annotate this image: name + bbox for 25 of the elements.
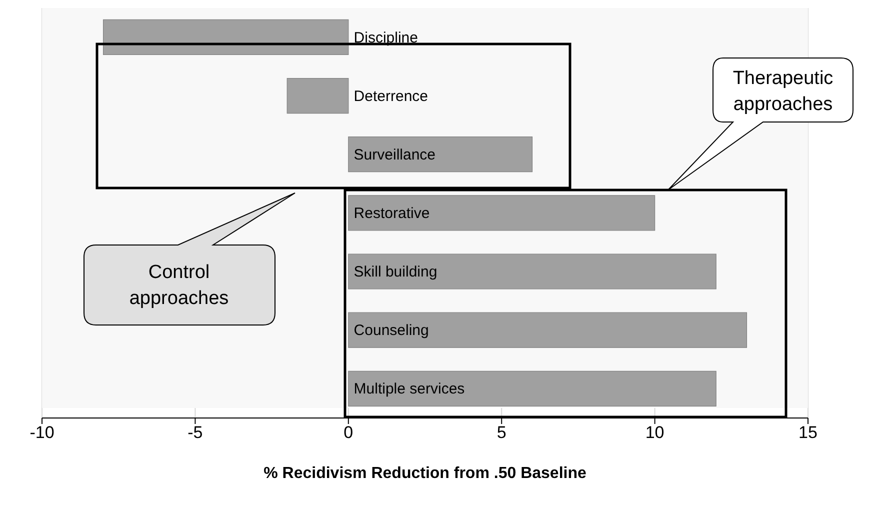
annotation: Therapeutic approaches: [732, 68, 834, 115]
y-tick-label: Skill building: [354, 264, 438, 281]
x-tick-label: 5: [496, 423, 506, 442]
y-tick-label: Surveillance: [354, 146, 436, 164]
y-tick-label: Deterrence: [354, 88, 428, 105]
x-tick-label: -10: [30, 423, 54, 442]
x-tick-label: 10: [645, 423, 664, 442]
x-tick-label: 0: [344, 423, 354, 442]
bar: [348, 136, 533, 172]
bar: [348, 195, 656, 231]
bar: [348, 370, 716, 406]
annotation: Control approaches: [129, 262, 229, 309]
y-tick-label: Discipline: [354, 29, 418, 46]
x-tick-label: 15: [798, 423, 818, 442]
bar: [102, 19, 349, 56]
speech-callout: Therapeutic approaches: [668, 58, 854, 190]
bar: [348, 254, 716, 290]
x-axis-title: % Recidivism Reduction from .50 Baseline: [264, 465, 586, 482]
speech-callout: Control approaches: [84, 192, 296, 326]
y-tick-label: Restorative: [354, 205, 430, 222]
y-tick-label: Counseling: [354, 322, 429, 340]
y-tick-label: Multiple services: [354, 380, 465, 398]
bar: [286, 78, 349, 114]
x-tick-label: -5: [188, 423, 203, 442]
bar: [348, 312, 748, 348]
